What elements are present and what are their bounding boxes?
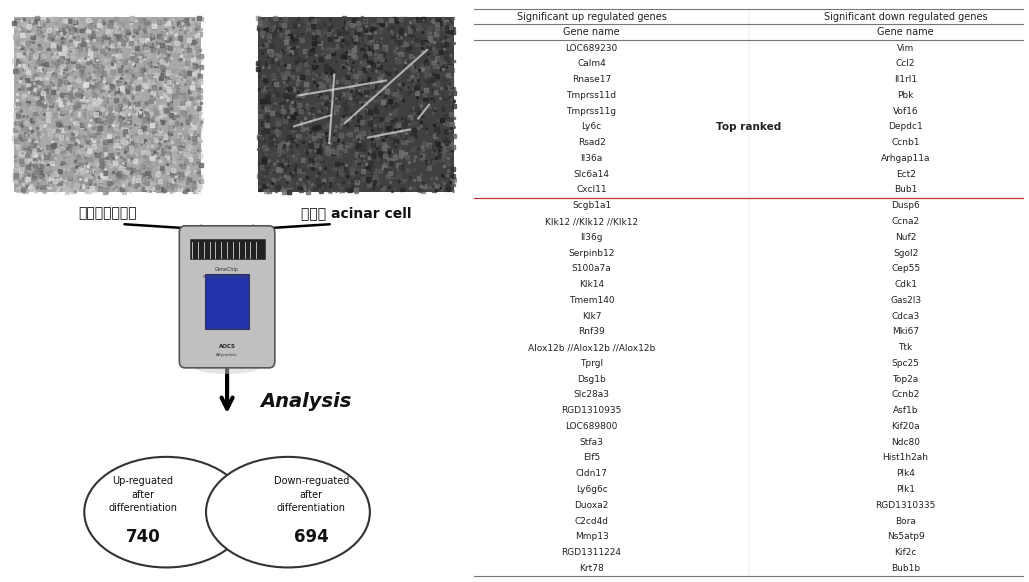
- Text: Rat Genome 230 2.0 Array: Rat Genome 230 2.0 Array: [204, 275, 251, 279]
- Text: Mmp13: Mmp13: [575, 533, 608, 541]
- Text: Top ranked: Top ranked: [716, 122, 781, 132]
- Text: Dsg1b: Dsg1b: [577, 375, 606, 384]
- Text: Elf5: Elf5: [583, 453, 600, 463]
- Text: LOC689230: LOC689230: [566, 44, 617, 52]
- Text: Bub1: Bub1: [894, 186, 917, 194]
- Text: AOCS: AOCS: [218, 344, 236, 349]
- Text: Klk7: Klk7: [581, 311, 601, 321]
- Text: 694: 694: [294, 528, 328, 545]
- Text: Ccna2: Ccna2: [891, 217, 920, 226]
- Text: Cxcl11: Cxcl11: [576, 186, 607, 194]
- Text: Ttk: Ttk: [898, 343, 913, 352]
- Text: Nuf2: Nuf2: [895, 233, 916, 242]
- Text: RGD1310335: RGD1310335: [876, 501, 935, 510]
- Text: Duoxa2: Duoxa2: [574, 501, 609, 510]
- Text: Up-reguated
after
differentiation: Up-reguated after differentiation: [108, 477, 177, 513]
- Text: Bub1b: Bub1b: [891, 564, 920, 573]
- Text: Tprgl: Tprgl: [580, 359, 603, 368]
- Text: Pbk: Pbk: [897, 91, 914, 100]
- Text: Kif2c: Kif2c: [894, 548, 917, 557]
- Text: Significant up regulated genes: Significant up regulated genes: [517, 12, 667, 22]
- Text: Cdca3: Cdca3: [891, 311, 920, 321]
- Text: Ccnb1: Ccnb1: [891, 138, 920, 147]
- Text: Mki67: Mki67: [892, 327, 919, 336]
- Text: Ns5atp9: Ns5atp9: [887, 533, 924, 541]
- Ellipse shape: [193, 359, 260, 374]
- Text: Krt78: Krt78: [579, 564, 604, 573]
- Text: Slc6a14: Slc6a14: [573, 170, 609, 179]
- Text: Down-reguated
after
differentiation: Down-reguated after differentiation: [274, 477, 349, 513]
- Text: Rnf39: Rnf39: [578, 327, 605, 336]
- Text: Analysis: Analysis: [260, 392, 351, 411]
- Bar: [257, 17, 454, 192]
- Text: Il36a: Il36a: [580, 154, 603, 163]
- Text: Gas2l3: Gas2l3: [890, 296, 921, 305]
- Text: Serpinb12: Serpinb12: [568, 249, 614, 258]
- Text: Spc25: Spc25: [892, 359, 920, 368]
- FancyBboxPatch shape: [179, 226, 275, 368]
- Text: Scgb1a1: Scgb1a1: [572, 201, 611, 210]
- Text: Affymetrix: Affymetrix: [216, 353, 238, 357]
- Text: Alox12b //Alox12b //Alox12b: Alox12b //Alox12b //Alox12b: [528, 343, 655, 352]
- Text: Top2a: Top2a: [892, 375, 919, 384]
- Text: RGD1310935: RGD1310935: [562, 406, 622, 415]
- Text: Bora: Bora: [895, 516, 916, 526]
- Text: GeneChip: GeneChip: [215, 267, 239, 272]
- Text: Kif20a: Kif20a: [891, 422, 920, 431]
- Text: Il1rl1: Il1rl1: [894, 75, 917, 84]
- Text: Tmprss11g: Tmprss11g: [567, 107, 616, 116]
- Text: Stfa3: Stfa3: [579, 438, 604, 447]
- Text: 분화된 acinar cell: 분화된 acinar cell: [300, 207, 411, 221]
- Text: Tmem140: Tmem140: [569, 296, 614, 305]
- Text: Ect2: Ect2: [895, 170, 916, 179]
- Text: Gene name: Gene name: [563, 27, 619, 37]
- Text: Significant down regulated genes: Significant down regulated genes: [824, 12, 988, 22]
- Text: Klk14: Klk14: [579, 280, 604, 289]
- Text: Gene name: Gene name: [878, 27, 934, 37]
- Text: Ccnb2: Ccnb2: [891, 391, 920, 399]
- Text: Ly6c: Ly6c: [581, 122, 602, 132]
- Text: Vof16: Vof16: [893, 107, 919, 116]
- Text: C2cd4d: C2cd4d: [574, 516, 608, 526]
- Text: Plk1: Plk1: [896, 485, 915, 494]
- Text: Calm4: Calm4: [577, 59, 606, 69]
- Text: Arhgap11a: Arhgap11a: [881, 154, 930, 163]
- Text: Vim: Vim: [897, 44, 914, 52]
- Text: S100a7a: S100a7a: [572, 264, 611, 274]
- Text: 내배엽줄기세포: 내배엽줄기세포: [78, 207, 137, 221]
- Text: Cep55: Cep55: [891, 264, 920, 274]
- Text: Asf1b: Asf1b: [893, 406, 918, 415]
- Bar: [189, 239, 264, 259]
- Text: 740: 740: [126, 528, 161, 545]
- Text: Cdk1: Cdk1: [894, 280, 917, 289]
- Text: Sgol2: Sgol2: [893, 249, 918, 258]
- Bar: [205, 274, 249, 329]
- Ellipse shape: [84, 457, 248, 567]
- Text: LOC689800: LOC689800: [565, 422, 617, 431]
- Text: Klk12 //Klk12 //Klk12: Klk12 //Klk12 //Klk12: [545, 217, 638, 226]
- Bar: [14, 17, 202, 192]
- Text: Depdc1: Depdc1: [888, 122, 923, 132]
- Text: Dusp6: Dusp6: [891, 201, 920, 210]
- Text: Rsad2: Rsad2: [577, 138, 605, 147]
- Text: Ndc80: Ndc80: [891, 438, 920, 447]
- Text: Ccl2: Ccl2: [896, 59, 916, 69]
- Text: Cldn17: Cldn17: [575, 469, 607, 478]
- Text: Hist1h2ah: Hist1h2ah: [883, 453, 928, 463]
- Ellipse shape: [206, 457, 369, 567]
- Text: RGD1311224: RGD1311224: [562, 548, 622, 557]
- Text: Slc28a3: Slc28a3: [573, 391, 609, 399]
- Text: Tmprss11d: Tmprss11d: [567, 91, 616, 100]
- Text: Rnase17: Rnase17: [572, 75, 611, 84]
- Text: Il36g: Il36g: [580, 233, 603, 242]
- Text: Ly6g6c: Ly6g6c: [575, 485, 607, 494]
- Text: Plk4: Plk4: [896, 469, 915, 478]
